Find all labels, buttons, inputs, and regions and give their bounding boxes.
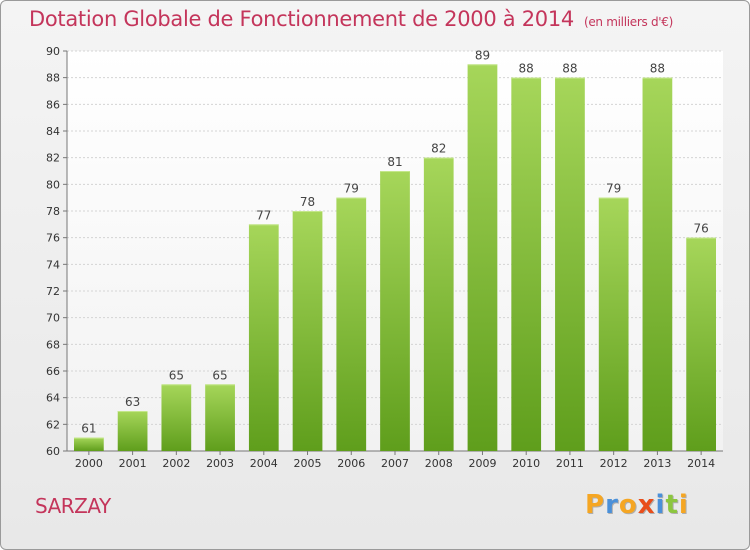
y-tick-label: 76	[46, 232, 60, 245]
x-tick-label: 2006	[337, 457, 365, 470]
bar	[467, 64, 498, 452]
data-label: 79	[344, 182, 359, 196]
x-tick-label: 2011	[556, 457, 584, 470]
x-tick-label: 2013	[643, 457, 671, 470]
y-tick-label: 78	[46, 205, 60, 218]
x-tick-label: 2002	[162, 457, 190, 470]
y-tick-label: 68	[46, 338, 60, 351]
bar	[423, 157, 454, 451]
bar	[380, 171, 410, 451]
data-label: 65	[169, 368, 184, 382]
bar	[686, 237, 717, 451]
x-tick-label: 2010	[512, 457, 540, 470]
y-tick-label: 88	[46, 72, 60, 85]
x-tick-label: 2003	[206, 457, 234, 470]
y-tick-label: 74	[46, 258, 60, 271]
y-tick-label: 80	[46, 178, 60, 191]
bar	[336, 197, 367, 451]
y-tick-label: 84	[46, 125, 60, 138]
x-tick-label: 2007	[381, 457, 409, 470]
commune-name: SARZAY	[35, 494, 111, 518]
data-label: 88	[562, 62, 577, 76]
data-label: 81	[387, 155, 402, 169]
y-tick-label: 62	[46, 418, 60, 431]
x-tick-label: 2001	[119, 457, 147, 470]
data-label: 82	[431, 142, 446, 156]
bar	[161, 384, 192, 451]
bar	[598, 197, 629, 451]
chart-subtitle: (en milliers d'€)	[583, 15, 673, 29]
logo-letter: i	[678, 490, 689, 520]
y-tick-label: 82	[46, 152, 60, 165]
y-tick-label: 70	[46, 312, 60, 325]
data-label: 76	[693, 222, 708, 236]
y-tick-label: 72	[46, 285, 60, 298]
bar	[205, 384, 235, 451]
y-tick-label: 86	[46, 98, 60, 111]
bar	[292, 211, 323, 451]
bar	[511, 77, 542, 452]
x-tick-label: 2014	[687, 457, 715, 470]
x-tick-label: 2009	[468, 457, 496, 470]
chart-title-text: Dotation Globale de Fonctionnement de 20…	[29, 7, 574, 31]
data-label: 63	[125, 395, 140, 409]
x-tick-label: 2012	[600, 457, 628, 470]
chart-title: Dotation Globale de Fonctionnement de 20…	[29, 7, 673, 31]
data-label: 77	[256, 208, 271, 222]
y-tick-label: 90	[46, 45, 60, 58]
logo-letter: o	[618, 490, 638, 520]
x-tick-label: 2005	[294, 457, 322, 470]
data-label: 88	[519, 62, 534, 76]
data-label: 65	[212, 368, 227, 382]
logo-letter: r	[605, 490, 619, 520]
x-tick-label: 2008	[425, 457, 453, 470]
bar	[248, 224, 279, 451]
y-tick-label: 66	[46, 365, 60, 378]
data-label: 89	[475, 48, 490, 62]
bar	[555, 77, 585, 452]
data-label: 79	[606, 182, 621, 196]
bar	[73, 437, 104, 451]
data-label: 78	[300, 195, 315, 209]
logo-letter: x	[637, 490, 656, 520]
logo-letter: t	[665, 490, 679, 520]
proxiti-logo: Proxiti	[585, 490, 689, 520]
logo-letter: P	[585, 490, 606, 520]
y-tick-label: 60	[46, 445, 60, 458]
x-tick-label: 2004	[250, 457, 278, 470]
bar	[117, 411, 148, 451]
data-label: 61	[81, 422, 96, 436]
x-tick-label: 2000	[75, 457, 103, 470]
y-tick-label: 64	[46, 392, 60, 405]
data-label: 88	[650, 62, 665, 76]
bar	[642, 77, 673, 452]
logo-letter: i	[655, 490, 666, 520]
